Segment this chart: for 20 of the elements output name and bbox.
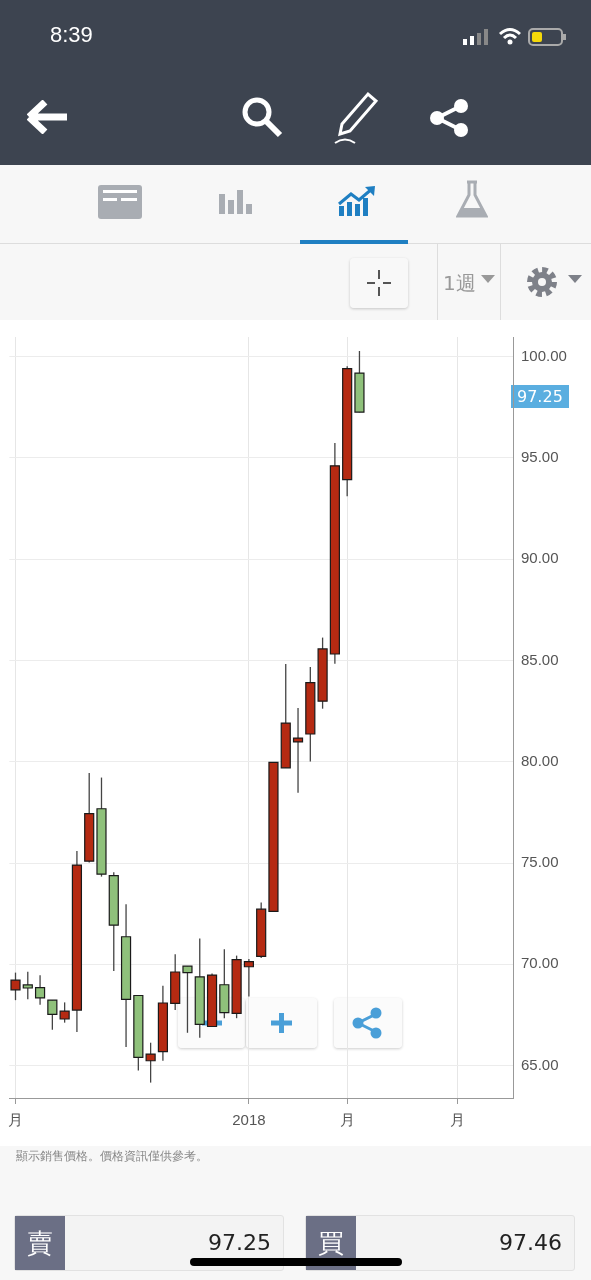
x-tick-label: 月	[450, 1111, 466, 1129]
y-tick-label: 80.00	[521, 751, 559, 769]
y-tick-label: 95.00	[521, 448, 559, 466]
y-tick-label: 100.00	[521, 346, 567, 364]
y-tick-label: 70.00	[521, 954, 559, 972]
text: 買	[306, 1216, 356, 1270]
y-tick-label: 65.00	[521, 1055, 559, 1073]
y-tick-label: 85.00	[521, 650, 559, 668]
text: 8:39	[50, 22, 93, 48]
x-tick-label: 月	[8, 1111, 23, 1129]
text: 1週	[443, 270, 476, 297]
text: 97.25	[208, 1229, 271, 1257]
y-tick-label: 90.00	[521, 549, 559, 567]
x-tick-label: 2018	[232, 1111, 266, 1129]
y-tick-label: 75.00	[521, 853, 559, 871]
text: 賣	[15, 1216, 65, 1270]
text: 97.46	[499, 1229, 562, 1257]
x-tick-label: 月	[339, 1111, 355, 1129]
text: 97.25	[511, 385, 569, 408]
text: 顯示銷售價格。價格資訊僅供參考。	[16, 1148, 208, 1165]
